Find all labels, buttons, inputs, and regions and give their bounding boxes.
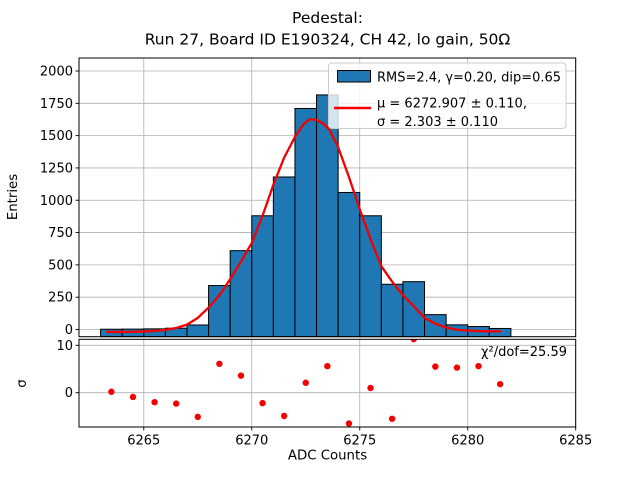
title-line1: Pedestal: xyxy=(292,9,363,27)
legend: RMS=2.4, γ=0.20, dip=0.65 μ = 6272.907 ±… xyxy=(328,62,567,130)
legend-label-histogram: RMS=2.4, γ=0.20, dip=0.65 xyxy=(377,71,561,86)
histogram-bar xyxy=(359,215,382,338)
y-tick-label: 1750 xyxy=(40,97,73,112)
histogram-bar xyxy=(186,324,210,338)
x-axis-label: ADC Counts xyxy=(288,449,367,464)
residual-dot xyxy=(345,420,353,427)
residual-dot xyxy=(237,372,245,379)
legend-histogram-swatch xyxy=(337,70,371,83)
x-tick-label: 6280 xyxy=(451,434,484,449)
sigma-tick-label: 0 xyxy=(65,386,73,401)
histogram-bar xyxy=(316,94,339,338)
fit-curve-path xyxy=(105,117,502,334)
y-axis-label-sigma: σ xyxy=(15,379,30,388)
main-panel-border xyxy=(78,57,577,338)
residual-dot xyxy=(259,399,266,407)
title-line2: Run 27, Board ID E190324, CH 42, lo gain… xyxy=(145,31,511,49)
residual-dot xyxy=(367,384,374,392)
y-tick-label: 2000 xyxy=(40,65,73,80)
residual-dot xyxy=(302,379,309,386)
residual-dot xyxy=(432,363,439,370)
legend-label-fit-sigma: σ = 2.303 ± 0.110 xyxy=(377,115,498,130)
y-tick-label: 1000 xyxy=(40,194,73,209)
main-axes xyxy=(75,57,577,338)
x-tick-label: 6270 xyxy=(235,434,268,449)
histogram-bar xyxy=(402,281,426,338)
y-tick-label: 500 xyxy=(48,258,73,273)
residual-panel-border xyxy=(78,338,577,428)
y-tick-label: 1500 xyxy=(40,129,73,144)
residual-dot xyxy=(453,364,461,371)
y-tick-label: 1250 xyxy=(40,161,73,176)
residual-points xyxy=(108,339,504,427)
residual-dot xyxy=(108,388,115,395)
y-axis-label-entries: Entries xyxy=(6,174,21,220)
y-tick-label: 0 xyxy=(65,323,73,338)
residual-dot xyxy=(324,362,331,370)
fit-curve xyxy=(105,117,502,334)
histogram-bar xyxy=(337,191,361,338)
residual-dot xyxy=(388,415,396,422)
residual-axes xyxy=(75,338,577,431)
histogram-bar xyxy=(272,176,296,338)
histogram-bar xyxy=(488,327,512,338)
residual-dot xyxy=(410,339,417,343)
chi2-annotation: χ²/dof=25.59 xyxy=(481,345,567,360)
legend-box xyxy=(328,62,567,129)
residual-dot xyxy=(216,360,223,367)
y-tick-label: 250 xyxy=(48,291,73,306)
residual-dot xyxy=(475,362,482,370)
residual-dot xyxy=(172,400,180,407)
y-tick-label: 750 xyxy=(48,226,73,241)
x-tick-label: 6275 xyxy=(343,434,376,449)
residual-dot xyxy=(194,413,201,421)
residual-dot xyxy=(129,393,137,401)
x-tick-label: 6265 xyxy=(127,434,160,449)
sigma-tick-label: 10 xyxy=(56,339,73,354)
residual-dot xyxy=(151,398,158,406)
legend-label-fit-mu: μ = 6272.907 ± 0.110, xyxy=(377,97,527,112)
histogram-bar xyxy=(294,107,318,338)
residual-dot xyxy=(280,412,288,420)
residual-dot xyxy=(496,380,504,388)
x-tick-label: 6285 xyxy=(559,434,592,449)
